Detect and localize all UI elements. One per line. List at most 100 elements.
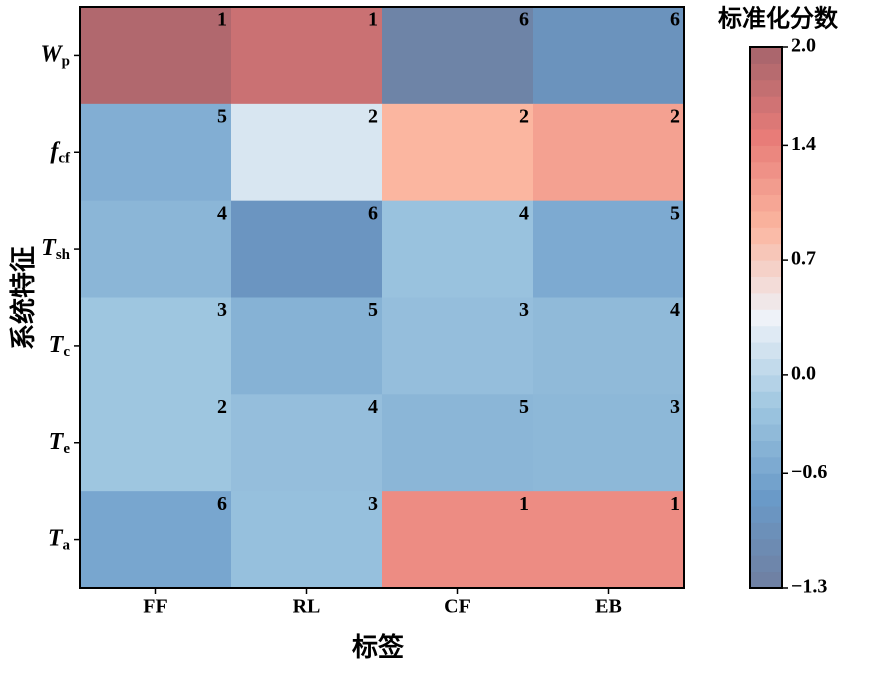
y-tick-label: Tsh (41, 235, 71, 264)
cell-annotation: 6 (519, 9, 529, 31)
colorbar-tick-label: −1.3 (791, 576, 827, 598)
heatmap-cell (80, 7, 232, 105)
cell-annotation: 4 (670, 299, 680, 321)
cell-annotation: 1 (519, 493, 529, 515)
heatmap-cell (80, 103, 232, 202)
heatmap-cell (80, 394, 232, 492)
heatmap-cell (533, 491, 685, 589)
colorbar-swatch (750, 571, 782, 589)
colorbar-swatch (750, 522, 782, 540)
heatmap-cell (80, 297, 232, 395)
y-tick-label: Tc (49, 331, 71, 360)
heatmap-cell (533, 103, 685, 202)
cell-annotation: 5 (217, 105, 227, 127)
cell-annotation: 2 (670, 105, 680, 127)
cell-annotation: 4 (217, 202, 227, 224)
colorbar-tick-label: 1.4 (791, 133, 816, 155)
y-label-symbol: f (50, 138, 60, 164)
colorbar-swatch (750, 194, 782, 212)
cell-annotation: 5 (519, 396, 529, 418)
colorbar-swatch (750, 128, 782, 146)
colorbar-swatch (750, 292, 782, 310)
cell-annotation: 5 (368, 299, 378, 321)
colorbar-title: 标准化分数 (718, 5, 839, 33)
colorbar-swatch (750, 309, 782, 327)
colorbar-swatch (750, 210, 782, 228)
colorbar-swatch (750, 456, 782, 474)
colorbar-swatch (750, 358, 782, 376)
cell-annotation: 3 (217, 299, 227, 321)
colorbar-swatch (750, 538, 782, 556)
cell-annotation: 1 (217, 9, 227, 31)
heatmap-cell (231, 394, 383, 492)
colorbar-swatch (750, 47, 782, 64)
cell-annotation: 1 (670, 493, 680, 515)
y-label-subscript: sh (56, 248, 71, 264)
y-label-symbol: T (49, 428, 65, 454)
heatmap-cell (80, 200, 232, 298)
heatmap-cell (231, 200, 383, 298)
y-label-subscript: e (63, 441, 70, 457)
cell-annotation: 3 (368, 493, 378, 515)
heatmap-cell (382, 103, 534, 202)
cell-annotation: 6 (670, 9, 680, 31)
colorbar-swatch (750, 79, 782, 97)
colorbar-tick-label: −0.6 (791, 461, 827, 483)
cell-annotation: 3 (670, 396, 680, 418)
x-tick-label: EB (595, 596, 622, 618)
colorbar-swatch (750, 96, 782, 114)
colorbar-tick-label: 2.0 (791, 35, 816, 57)
cell-annotation: 6 (368, 202, 378, 224)
colorbar-swatch (750, 112, 782, 130)
colorbar-swatch (750, 260, 782, 278)
cell-annotation: 1 (368, 9, 378, 31)
colorbar-swatch (750, 63, 782, 81)
heatmap-cell (231, 491, 383, 589)
heatmap-cell (533, 7, 685, 105)
y-label-symbol: W (40, 41, 63, 67)
cell-annotation: 2 (368, 105, 378, 127)
y-label-subscript: p (62, 54, 70, 70)
colorbar-swatch (750, 489, 782, 507)
y-label-symbol: T (48, 525, 64, 551)
x-tick-label: RL (293, 596, 321, 618)
heatmap-cell (382, 394, 534, 492)
heatmap-cell (382, 491, 534, 589)
colorbar-swatch (750, 374, 782, 392)
cell-annotation: 4 (368, 396, 378, 418)
colorbar-swatch (750, 276, 782, 294)
heatmap-cell (382, 297, 534, 395)
colorbar-swatch (750, 391, 782, 409)
colorbar-swatch (750, 473, 782, 491)
colorbar-swatch (750, 506, 782, 523)
heatmap-cell (231, 297, 383, 395)
heatmap-cell (533, 394, 685, 492)
colorbar-swatch (750, 342, 782, 359)
heatmap-cell (382, 7, 534, 105)
colorbar-swatch (750, 555, 782, 573)
heatmap-cell (533, 297, 685, 395)
y-tick-label: Wp (40, 41, 70, 70)
heatmap-cell (533, 200, 685, 298)
colorbar-swatch (750, 325, 782, 343)
heatmap-cell (231, 7, 383, 105)
x-tick-label: FF (143, 596, 167, 618)
y-label-subscript: cf (58, 151, 71, 167)
y-label-symbol: T (49, 331, 65, 357)
colorbar-frame (749, 46, 783, 589)
cell-annotation: 6 (217, 493, 227, 515)
x-axis-title: 标签 (352, 632, 405, 662)
colorbar-swatch (750, 440, 782, 458)
heatmap-cell (80, 491, 232, 589)
cell-annotation: 2 (519, 105, 529, 127)
cell-annotation: 2 (217, 396, 227, 418)
colorbar-swatch (750, 424, 782, 441)
y-tick-label: Ta (48, 525, 71, 554)
cell-annotation: 3 (519, 299, 529, 321)
plot-frame (79, 6, 685, 589)
y-label-symbol: T (41, 235, 57, 261)
y-label-subscript: a (63, 538, 71, 554)
y-axis-title: 系统特征 (8, 246, 38, 350)
y-tick-label: fcf (50, 138, 71, 167)
